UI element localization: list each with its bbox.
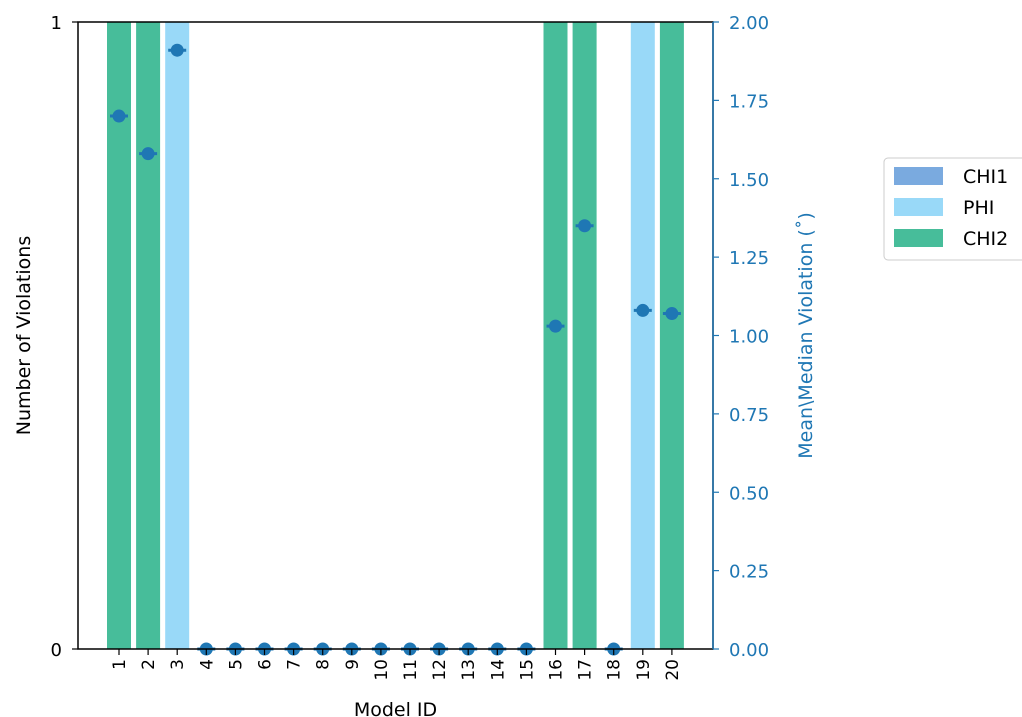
x-tick-label-15: 15 bbox=[517, 659, 537, 681]
x-tick-label-16: 16 bbox=[547, 659, 567, 681]
y2-tick-label-1.75: 1.75 bbox=[729, 91, 769, 112]
y2-tick-label-1.00: 1.00 bbox=[729, 327, 769, 348]
x-tick-label-3: 3 bbox=[168, 659, 188, 670]
y2-tick-label-1.50: 1.50 bbox=[729, 170, 769, 191]
x-tick-label-2: 2 bbox=[139, 659, 159, 670]
x-tick-label-11: 11 bbox=[401, 659, 421, 681]
y2-tick-label-2.00: 2.00 bbox=[729, 13, 769, 34]
x-tick-label-7: 7 bbox=[285, 659, 305, 670]
y2-tick-label-0.75: 0.75 bbox=[729, 405, 769, 426]
legend-label-chi2: CHI2 bbox=[963, 228, 1008, 250]
violation-marker-16 bbox=[549, 319, 562, 333]
bar-chi2-17 bbox=[572, 22, 597, 649]
violation-marker-3 bbox=[170, 43, 184, 57]
x-tick-label-14: 14 bbox=[488, 659, 508, 681]
bar-chi2-16 bbox=[543, 22, 568, 649]
bars-layer bbox=[107, 22, 684, 649]
bar-chi2-20 bbox=[659, 22, 684, 649]
legend-label-phi: PHI bbox=[963, 197, 994, 219]
x-tick-label-20: 20 bbox=[663, 659, 683, 681]
legend: CHI1 PHI CHI2 bbox=[883, 157, 1022, 261]
x-tick-label-6: 6 bbox=[256, 659, 276, 670]
x-axis-label: Model ID bbox=[354, 699, 437, 717]
violation-marker-2 bbox=[141, 147, 155, 161]
bar-phi-3 bbox=[165, 22, 190, 649]
x-tick-label-10: 10 bbox=[372, 659, 392, 681]
y2-axis-label: Mean\Median Violation (˚) bbox=[795, 212, 817, 458]
violation-marker-1 bbox=[112, 109, 126, 123]
violation-marker-17 bbox=[578, 219, 592, 233]
violation-marker-20 bbox=[665, 307, 679, 321]
y2-tick-label-0.25: 0.25 bbox=[729, 562, 769, 583]
x-tick-label-8: 8 bbox=[314, 659, 334, 670]
x-tick-label-13: 13 bbox=[459, 659, 479, 681]
x-tick-label-9: 9 bbox=[343, 659, 363, 670]
axes-layer: 010.000.250.500.751.001.251.501.752.001 2… bbox=[51, 13, 770, 681]
y-tick-label-1: 1 bbox=[51, 13, 62, 34]
bar-chi2-1 bbox=[107, 22, 131, 649]
x-tick-label-4: 4 bbox=[197, 659, 217, 670]
x-tick-label-18: 18 bbox=[605, 659, 625, 681]
legend-swatch-chi1 bbox=[894, 167, 943, 185]
bar-phi-19 bbox=[630, 22, 655, 649]
legend-swatch-phi bbox=[894, 198, 943, 216]
legend-swatch-chi2 bbox=[894, 229, 943, 247]
x-tick-label-12: 12 bbox=[430, 659, 450, 681]
x-tick-label-17: 17 bbox=[576, 659, 596, 681]
violation-marker-19 bbox=[636, 303, 650, 317]
y-axis-label: Number of Violations bbox=[13, 236, 35, 435]
y2-tick-label-1.25: 1.25 bbox=[729, 248, 769, 269]
y2-tick-label-0.50: 0.50 bbox=[729, 483, 769, 504]
legend-label-chi1: CHI1 bbox=[963, 166, 1008, 188]
y2-tick-label-0.00: 0.00 bbox=[729, 640, 769, 661]
bar-chi2-2 bbox=[136, 22, 161, 649]
x-tick-label-19: 19 bbox=[634, 659, 654, 681]
x-tick-label-1: 1 bbox=[110, 659, 130, 670]
x-tick-label-5: 5 bbox=[226, 659, 246, 670]
y-tick-label-0: 0 bbox=[51, 640, 62, 661]
